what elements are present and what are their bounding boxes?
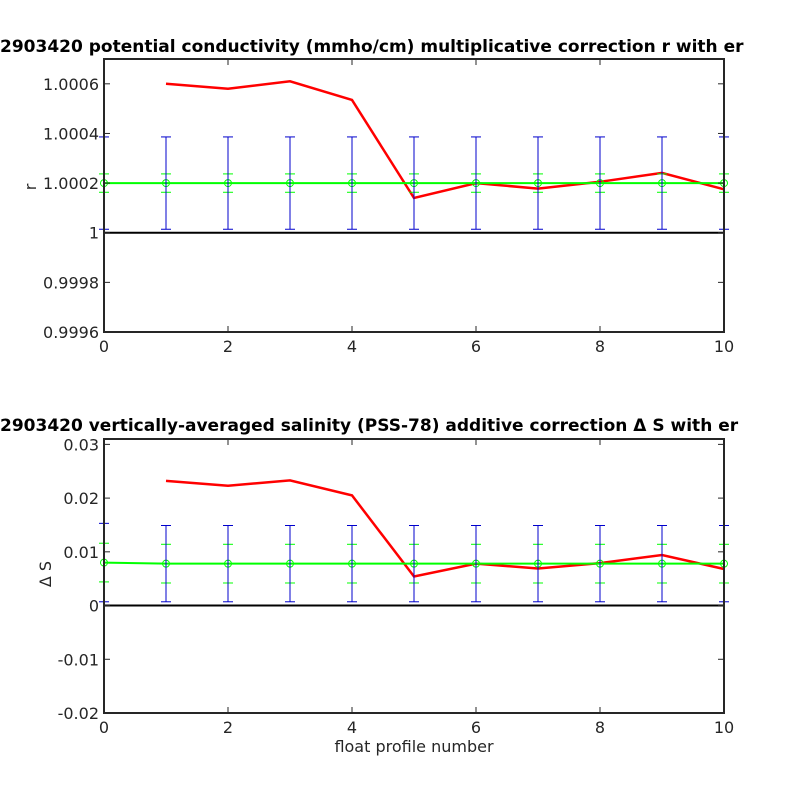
- y-tick-label: -0.01: [58, 650, 99, 669]
- y-tick-labels: 0.9996 0.9998 1 1.0002 1.0004 1.0006: [43, 75, 99, 342]
- y-tick-label: 0.9998: [43, 273, 99, 292]
- x-tick-label: 6: [471, 337, 481, 356]
- y-tick-label: 0.01: [63, 543, 99, 562]
- x-tick-label: 2: [223, 337, 233, 356]
- y-tick-label: 1: [89, 224, 99, 243]
- y-axis-label: Δ S: [36, 561, 55, 587]
- salinity-correction-chart: 2903420 vertically-averaged salinity (PS…: [0, 416, 739, 756]
- x-axis-label: float profile number: [334, 737, 494, 756]
- y-tick-label: 0.03: [63, 435, 99, 454]
- y-tick-label: 0: [89, 597, 99, 616]
- y-tick-labels: -0.02 -0.01 0 0.01 0.02 0.03: [58, 435, 99, 723]
- x-tick-labels: 0 2 4 6 8 10: [99, 718, 734, 737]
- y-axis-label: r: [21, 183, 40, 190]
- series-line: [165, 80, 725, 200]
- axes-box: [103, 58, 725, 333]
- x-tick-label: 0: [99, 718, 109, 737]
- x-tick-label: 2: [223, 718, 233, 737]
- y-tick-label: 1.0002: [43, 174, 99, 193]
- plot-area: [99, 438, 729, 714]
- x-tick-label: 4: [347, 337, 357, 356]
- x-tick-label: 6: [471, 718, 481, 737]
- x-tick-label: 4: [347, 718, 357, 737]
- y-tick-label: 1.0004: [43, 124, 99, 143]
- y-tick-label: 0.9996: [43, 323, 99, 342]
- x-tick-label: 0: [99, 337, 109, 356]
- x-tick-label: 8: [595, 718, 605, 737]
- conductivity-correction-chart: 2903420 potential conductivity (mmho/cm)…: [0, 37, 744, 356]
- x-tick-labels: 0 2 4 6 8 10: [99, 337, 734, 356]
- plot-area: [99, 58, 729, 333]
- x-tick-label: 10: [714, 718, 734, 737]
- x-tick-label: 10: [714, 337, 734, 356]
- axes-box: [103, 438, 725, 714]
- chart-title: 2903420 potential conductivity (mmho/cm)…: [0, 37, 744, 57]
- x-tick-label: 8: [595, 337, 605, 356]
- chart-title: 2903420 vertically-averaged salinity (PS…: [0, 416, 739, 436]
- y-tick-label: -0.02: [58, 704, 99, 723]
- y-tick-label: 0.02: [63, 489, 99, 508]
- y-tick-label: 1.0006: [43, 75, 99, 94]
- series-line: [165, 479, 725, 578]
